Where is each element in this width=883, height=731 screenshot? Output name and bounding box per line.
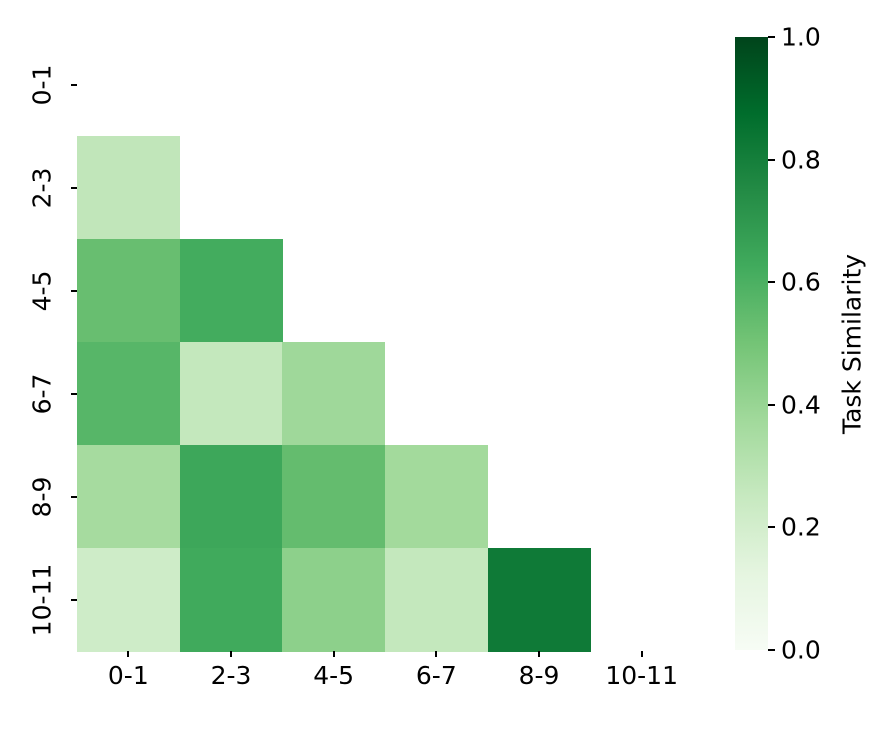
x-tick-label: 6-7: [415, 661, 457, 690]
heatmap-cell: [487, 548, 591, 652]
colorbar-tick-label: 1.0: [781, 22, 821, 52]
x-tick-label: 0-1: [107, 661, 149, 690]
colorbar-tick-mark: [768, 281, 775, 284]
y-tick-label: 4-5: [27, 270, 57, 311]
x-tick-mark: [538, 651, 540, 657]
y-tick-label: 6-7: [27, 373, 57, 414]
x-tick-label: 2-3: [210, 661, 252, 690]
heatmap-cell: [385, 548, 489, 652]
colorbar-tick-label: 0.0: [781, 635, 821, 665]
colorbar-tick-mark: [768, 649, 775, 651]
x-tick-label: 8-9: [518, 661, 560, 690]
heatmap-cell: [179, 445, 283, 549]
y-tick-mark: [71, 495, 77, 498]
x-tick-mark: [127, 651, 130, 657]
y-tick-mark: [71, 598, 77, 601]
colorbar-tick-mark: [768, 403, 775, 406]
y-tick-label: 8-9: [27, 476, 57, 517]
colorbar-title: Task Similarity: [837, 253, 867, 435]
colorbar-tick-label: 0.8: [781, 145, 821, 175]
colorbar: [735, 37, 768, 650]
colorbar-tick-mark: [768, 36, 775, 38]
y-tick-label: 2-3: [27, 167, 57, 208]
x-tick-mark: [332, 651, 335, 657]
heatmap-cell: [385, 445, 489, 549]
heatmap-cell: [77, 136, 181, 240]
heatmap-cell: [179, 342, 283, 446]
y-tick-mark: [71, 83, 77, 86]
heatmap-cell: [77, 239, 181, 343]
x-tick-mark: [230, 651, 232, 657]
heatmap-cell: [179, 239, 283, 343]
heatmap-cell: [282, 445, 386, 549]
x-tick-label: 10-11: [605, 661, 678, 690]
y-tick-label: 0-1: [27, 64, 57, 105]
colorbar-tick-mark: [768, 158, 775, 161]
heatmap-plot-area: [77, 33, 693, 652]
colorbar-tick-label: 0.2: [781, 512, 821, 542]
heatmap-cell: [282, 342, 386, 446]
heatmap-cell: [77, 342, 181, 446]
x-tick-mark: [640, 651, 643, 657]
x-tick-mark: [435, 651, 438, 657]
y-tick-mark: [71, 186, 77, 189]
heatmap-cell: [179, 548, 283, 652]
y-tick-mark: [71, 289, 77, 292]
x-tick-label: 4-5: [313, 661, 355, 690]
colorbar-tick-label: 0.4: [781, 390, 821, 420]
colorbar-tick-mark: [768, 526, 775, 529]
heatmap-cell: [77, 445, 181, 549]
colorbar-tick-label: 0.6: [781, 267, 821, 297]
heatmap-cell: [282, 548, 386, 652]
heatmap-cell: [77, 548, 181, 652]
y-tick-label: 10-11: [27, 563, 57, 636]
y-tick-mark: [71, 392, 77, 395]
